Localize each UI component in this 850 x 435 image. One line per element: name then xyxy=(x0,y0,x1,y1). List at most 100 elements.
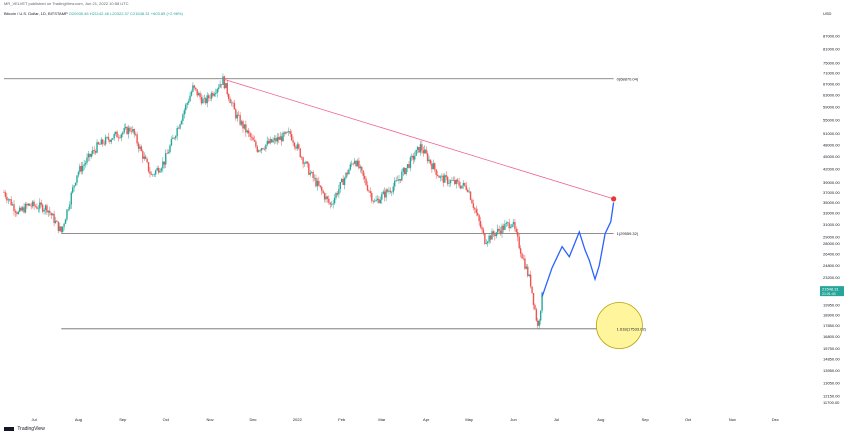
y-tick-label: 48000.00 xyxy=(823,142,840,147)
y-tick-label: 87000.00 xyxy=(823,34,840,39)
candle-body xyxy=(46,205,48,213)
candle-body xyxy=(282,132,284,142)
tradingview-logo[interactable]: TradingView xyxy=(4,426,45,432)
candle-body xyxy=(436,174,439,176)
y-tick-label: 31000.00 xyxy=(823,222,840,227)
candle-body xyxy=(315,177,317,187)
candle-body xyxy=(525,266,528,269)
candle-body xyxy=(511,224,513,227)
candle-body xyxy=(37,208,40,210)
candle-body xyxy=(24,203,27,213)
y-tick-label: 71000.00 xyxy=(823,71,840,76)
candle-body xyxy=(39,202,41,209)
candle-body xyxy=(295,146,297,149)
candle-body xyxy=(494,234,496,237)
candle-body xyxy=(353,160,356,164)
candle-body xyxy=(456,179,459,182)
candle-body xyxy=(209,98,211,99)
candle-body xyxy=(524,258,526,269)
ohlc-values: O20935.46 H21142.46 L20322.37 C21548.31 … xyxy=(68,11,183,16)
y-tick-label: 26400.00 xyxy=(823,252,840,257)
candle-body xyxy=(415,149,417,156)
candle-body xyxy=(205,98,207,104)
candle-body xyxy=(113,133,115,139)
candle-body xyxy=(388,190,390,192)
highlight-circle xyxy=(595,302,643,349)
candle-body xyxy=(207,95,210,99)
price-axis: 87000.00 81000.00 75000.00 71000.00 67000.00… xyxy=(820,11,844,405)
candle-body xyxy=(149,171,151,174)
candle-body xyxy=(216,89,218,94)
candle-body xyxy=(260,148,263,151)
candle-body xyxy=(82,165,84,172)
candle-body xyxy=(313,177,316,179)
candle-body xyxy=(246,130,248,133)
y-tick-label: 35000.00 xyxy=(823,200,840,205)
candle-body xyxy=(54,220,57,224)
candle-body xyxy=(239,115,241,125)
candle-body xyxy=(385,189,387,198)
candle-body xyxy=(276,137,279,142)
candle-body xyxy=(448,183,450,184)
candle-body xyxy=(290,133,293,141)
candle-body xyxy=(187,101,190,103)
candle-body xyxy=(323,193,326,200)
candle-body xyxy=(20,207,22,211)
candle-body xyxy=(336,193,339,195)
candle-body xyxy=(19,207,21,212)
candle-body xyxy=(338,188,340,195)
candle-body xyxy=(94,151,97,153)
candle-body xyxy=(505,222,508,225)
candle-body xyxy=(102,139,104,144)
candle-body xyxy=(114,131,117,134)
candle-body xyxy=(405,167,407,175)
candle-body xyxy=(422,150,425,154)
candle-body xyxy=(435,169,437,175)
candle-body xyxy=(163,161,165,165)
candle-body xyxy=(438,175,440,178)
candle-body xyxy=(321,187,323,191)
candle-body xyxy=(41,204,44,212)
y-tick-label: 29000.00 xyxy=(823,234,840,239)
candle-body xyxy=(285,131,287,134)
candle-body xyxy=(156,167,158,171)
candle-body xyxy=(92,150,94,154)
candle-body xyxy=(393,181,396,187)
candle-body xyxy=(66,209,68,220)
candle-body xyxy=(63,223,65,227)
candle-body xyxy=(495,232,497,237)
candle-body xyxy=(312,172,314,178)
candle-body xyxy=(132,129,134,132)
candle-body xyxy=(406,164,409,168)
candle-body xyxy=(454,180,456,185)
candle-body xyxy=(352,163,354,165)
candle-body xyxy=(310,172,313,173)
candle-body xyxy=(119,137,121,139)
fib-levels: 0(68870.04) 1(29559.32) 1.618(17533.02) xyxy=(4,76,647,349)
candle-body xyxy=(465,185,467,190)
candle-body xyxy=(182,114,184,121)
current-price-label: 21548.31 xyxy=(822,287,839,292)
candle-body xyxy=(296,144,299,149)
candle-body xyxy=(345,172,347,179)
candle-body xyxy=(371,192,373,201)
y-tick-label: 55000.00 xyxy=(823,117,840,122)
candle-body xyxy=(253,140,256,142)
candle-body xyxy=(60,226,62,232)
candle-body xyxy=(154,170,157,175)
candle-body xyxy=(497,228,499,233)
candle-body xyxy=(99,144,101,145)
current-price-countdown: 21:01:43 xyxy=(822,292,836,296)
candle-body xyxy=(515,228,518,233)
candle-body xyxy=(411,155,413,158)
candle-body xyxy=(134,134,137,135)
candle-body xyxy=(157,167,160,173)
x-tick-label: Feb xyxy=(338,417,346,422)
candle-body xyxy=(36,206,38,209)
candle-body xyxy=(541,292,543,311)
candle-body xyxy=(292,140,294,143)
candle-body xyxy=(488,235,490,242)
x-tick-label: Aug xyxy=(75,417,82,422)
y-tick-label: 11700.00 xyxy=(823,400,840,405)
